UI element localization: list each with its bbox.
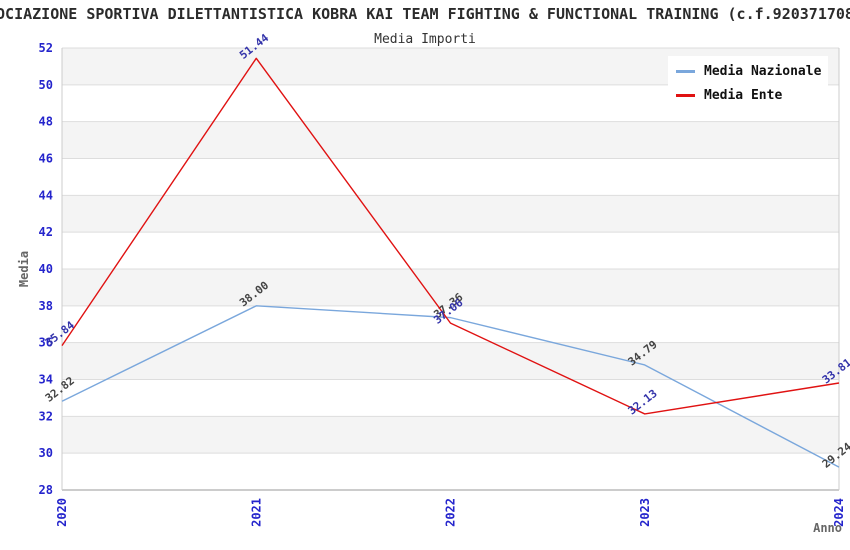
plot-band bbox=[62, 379, 839, 417]
legend-item-media-nazionale: Media Nazionale bbox=[676, 64, 822, 79]
y-tick-label: 46 bbox=[39, 152, 53, 166]
y-tick-label: 28 bbox=[39, 483, 53, 497]
y-tick-label: 44 bbox=[39, 188, 53, 202]
series-line bbox=[61, 57, 840, 415]
chart-subtitle: Media Importi bbox=[374, 32, 476, 47]
y-tick-label: 38 bbox=[39, 299, 53, 313]
y-tick-label: 40 bbox=[39, 262, 53, 276]
x-tick-label: 2024 bbox=[832, 498, 846, 527]
plot-band bbox=[62, 342, 839, 380]
plot-band bbox=[62, 416, 839, 454]
y-tick-label: 36 bbox=[39, 336, 53, 350]
legend: Media Nazionale Media Ente bbox=[668, 56, 828, 111]
page-title: OCIAZIONE SPORTIVA DILETTANTISTICA KOBRA… bbox=[0, 6, 850, 23]
chart-header: OCIAZIONE SPORTIVA DILETTANTISTICA KOBRA… bbox=[0, 6, 850, 23]
x-tick-label: 2020 bbox=[55, 498, 69, 527]
x-tick-label: 2022 bbox=[444, 498, 458, 527]
series-line bbox=[61, 305, 840, 468]
y-tick-label: 34 bbox=[39, 373, 53, 387]
y-tick-label: 32 bbox=[39, 409, 53, 423]
x-tick-label: 2023 bbox=[638, 498, 652, 527]
plot-band bbox=[62, 195, 839, 233]
plot-band bbox=[62, 453, 839, 490]
y-tick-label: 48 bbox=[39, 115, 53, 129]
plot-band bbox=[62, 232, 839, 269]
y-tick-label: 52 bbox=[39, 41, 53, 55]
y-tick-label: 42 bbox=[39, 225, 53, 239]
y-tick-label: 30 bbox=[39, 446, 53, 460]
legend-label: Media Nazionale bbox=[704, 64, 822, 79]
legend-line-swatch-ente bbox=[676, 94, 695, 97]
x-tick-label: 2021 bbox=[249, 498, 263, 527]
legend-line-swatch-nazionale bbox=[676, 70, 695, 73]
plot-band bbox=[62, 121, 839, 159]
plot-band bbox=[62, 158, 839, 196]
y-tick-label: 50 bbox=[39, 78, 53, 92]
x-axis-title: Anno bbox=[813, 521, 842, 535]
plot-band bbox=[62, 269, 839, 306]
legend-label: Media Ente bbox=[704, 88, 783, 103]
chart-subtitle-row: Media Importi bbox=[0, 28, 850, 47]
y-axis-title: Media bbox=[17, 251, 31, 287]
legend-item-media-ente: Media Ente bbox=[676, 88, 822, 103]
plot-band bbox=[62, 305, 839, 343]
